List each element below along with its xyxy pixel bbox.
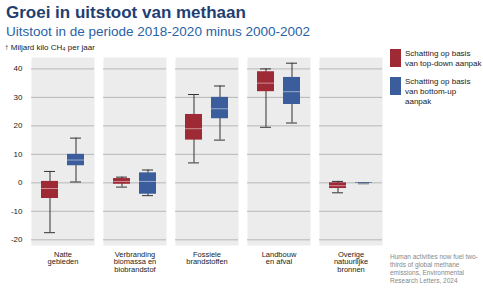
svg-text:Landbouwen afval: Landbouwen afval bbox=[262, 250, 297, 267]
svg-text:0: 0 bbox=[18, 178, 23, 187]
svg-text:↑ Miljard kilo CH₄ per jaar: ↑ Miljard kilo CH₄ per jaar bbox=[5, 43, 96, 52]
svg-text:Verbrandingbiomassa enbiobrand: Verbrandingbiomassa enbiobrandstof bbox=[114, 250, 157, 274]
svg-text:-20: -20 bbox=[11, 235, 23, 244]
html-text:Human activities now fuel two-: Human activities now fuel two-thirds of … bbox=[390, 253, 478, 284]
svg-text:-10: -10 bbox=[11, 207, 23, 216]
html-text:Schatting op basis van top-dow: Schatting op basis van top-down aanpak bbox=[405, 49, 482, 68]
svg-text:10: 10 bbox=[14, 150, 23, 159]
svg-text:40: 40 bbox=[14, 64, 23, 73]
html-text:Uitstoot in de periode 2018-20: Uitstoot in de periode 2018-2020 minus 2… bbox=[6, 24, 310, 39]
svg-text:30: 30 bbox=[14, 93, 23, 102]
svg-text:Fossielebrandstoffen: Fossielebrandstoffen bbox=[186, 250, 228, 267]
svg-text:20: 20 bbox=[14, 121, 23, 130]
html-text:Groei in uitstoot van methaan: Groei in uitstoot van methaan bbox=[6, 3, 246, 22]
svg-text:Overigenatuurlijkebronnen: Overigenatuurlijkebronnen bbox=[334, 250, 368, 274]
html-text:Schatting op basis van bottom-: Schatting op basis van bottom-up aanpak bbox=[405, 77, 471, 106]
svg-text:Nattegebieden: Nattegebieden bbox=[48, 250, 79, 267]
